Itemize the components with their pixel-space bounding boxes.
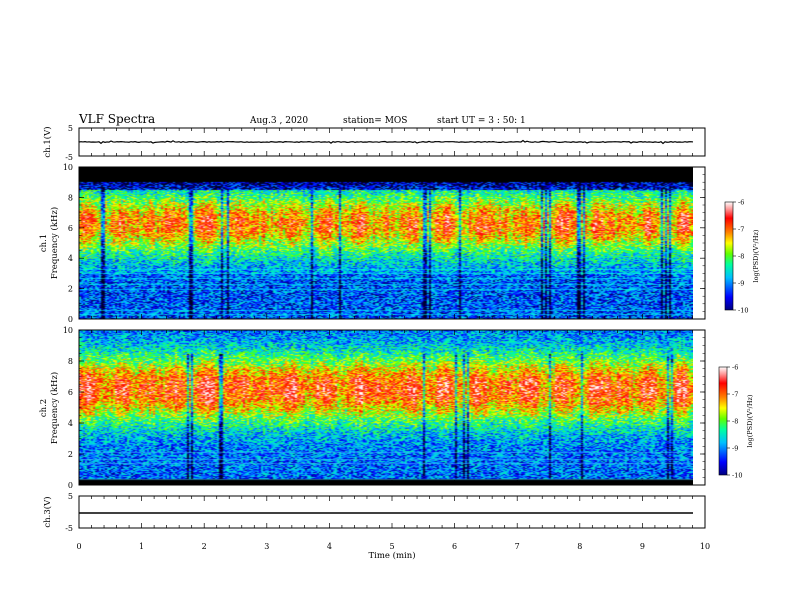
- freq-tick-label: 2: [68, 450, 73, 459]
- time-tick-label: 5: [389, 542, 394, 551]
- ch1-spectrogram-ylabel-ch: ch.1: [39, 234, 49, 252]
- freq-tick-label: 10: [63, 326, 73, 335]
- ch1-waveform-ylabel: ch.1(V): [42, 126, 53, 157]
- ch3-waveform-frame: [78, 495, 706, 529]
- time-tick-label: 6: [452, 542, 457, 551]
- freq-tick-label: 8: [68, 193, 73, 202]
- ch2-spectrogram-panel: 0 2 4 6 8 10 ch.2 Frequency (kHz) -6 -7 -8 -9 -10…: [39, 326, 754, 490]
- ch2-spectrogram-ylabel-freq: Frequency (kHz): [49, 372, 60, 444]
- ch3-waveform-panel: 5 -5 ch.3(V) 0 1 2 3 4 5 6 7 8 9 10 Time (min): [42, 492, 710, 561]
- time-tick-label: 7: [515, 542, 520, 551]
- colorbar-tick-label: -7: [732, 391, 738, 399]
- time-tick-label: 2: [202, 542, 207, 551]
- freq-tick-label: 8: [68, 357, 73, 366]
- colorbar-tick-label: -8: [738, 253, 744, 261]
- time-tick-label: 4: [327, 542, 332, 551]
- ch2-spectrogram-ticks: [78, 329, 706, 486]
- ch1-waveform-ticks: [78, 128, 706, 156]
- header-start-time: start UT = 3 : 50: 1: [437, 116, 526, 126]
- ch1-colorbar-label: log(PSD)(V²/Hz): [752, 229, 760, 282]
- freq-tick-label: 10: [63, 163, 73, 172]
- ch1-freq-ticklabels: 0 2 4 6 8 10: [63, 163, 73, 324]
- time-tick-label: 8: [577, 542, 582, 551]
- freq-tick-label: 6: [68, 388, 73, 397]
- freq-tick-label: 2: [68, 285, 73, 294]
- figure-title: VLF Spectra: [78, 112, 155, 126]
- freq-tick-label: 4: [68, 254, 73, 263]
- freq-tick-label: 4: [68, 419, 73, 428]
- colorbar-tick-label: -6: [738, 199, 744, 207]
- ch1-waveform-panel: 5 -5 ch.1(V): [42, 124, 706, 162]
- ch2-freq-ticklabels: 0 2 4 6 8 10: [63, 326, 73, 490]
- colorbar-tick-label: -7: [738, 226, 744, 234]
- time-tick-label: 0: [76, 542, 81, 551]
- ch1-spectrogram-image: [79, 167, 693, 319]
- time-axis-ticklabels: 0 1 2 3 4 5 6 7 8 9 10: [76, 542, 710, 551]
- colorbar-tick-label: -9: [732, 445, 738, 453]
- ch2-colorbar: [718, 366, 728, 476]
- ch2-spectrogram-ylabel-ch: ch.2: [39, 399, 49, 417]
- freq-tick-label: 0: [68, 481, 73, 490]
- colorbar-tick-label: -10: [732, 472, 742, 480]
- ch2-colorbar-ticks: -6 -7 -8 -9 -10: [727, 364, 742, 480]
- ch3-ytick-top: 5: [68, 492, 73, 501]
- time-tick-label: 9: [640, 542, 645, 551]
- colorbar-tick-label: -8: [732, 418, 738, 426]
- ch3-ytick-bottom: -5: [65, 524, 73, 533]
- header-date: Aug.3 , 2020: [249, 116, 308, 126]
- ch1-colorbar: [724, 201, 734, 311]
- time-axis-label: Time (min): [368, 550, 415, 561]
- ch1-ytick-top: 5: [68, 124, 73, 133]
- ch3-waveform-ticks: [78, 496, 706, 528]
- colorbar-tick-label: -9: [738, 280, 744, 288]
- ch1-spectrogram-ticks: [78, 166, 706, 320]
- freq-tick-label: 6: [68, 224, 73, 233]
- ch1-waveform-trace: [78, 139, 694, 145]
- colorbar-tick-label: -6: [732, 364, 738, 372]
- time-tick-label: 10: [700, 542, 710, 551]
- ch3-waveform-ylabel: ch.3(V): [42, 496, 53, 527]
- ch1-colorbar-ticks: -6 -7 -8 -9 -10: [733, 199, 748, 315]
- ch1-spectrogram-panel: 0 2 4 6 8 10 ch.1 Frequency (kHz) -6 -7 -8 -9 -10…: [39, 163, 760, 324]
- time-tick-label: 1: [139, 542, 144, 551]
- ch1-ytick-bottom: -5: [65, 153, 73, 162]
- header-station: station= MOS: [343, 116, 407, 126]
- ch2-colorbar-label: log(PSD)(V²/Hz): [746, 394, 754, 447]
- ch2-spectrogram-image: [79, 330, 693, 485]
- time-tick-label: 3: [264, 542, 269, 551]
- ch1-spectrogram-ylabel-freq: Frequency (kHz): [49, 207, 60, 279]
- colorbar-tick-label: -10: [738, 307, 748, 315]
- freq-tick-label: 0: [68, 315, 73, 324]
